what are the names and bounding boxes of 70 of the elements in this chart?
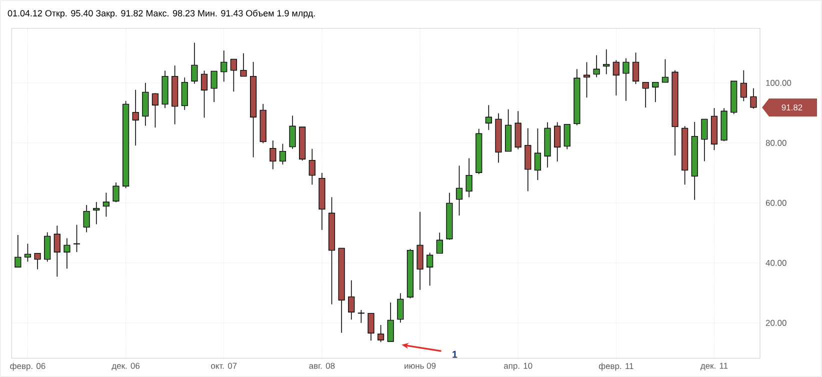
candlestick [181, 77, 188, 110]
candlestick [289, 115, 296, 150]
x-tick-label: окт. 07 [211, 362, 237, 369]
candlestick [132, 89, 139, 146]
candlestick [200, 70, 208, 118]
candlestick [14, 234, 22, 268]
text: 91.82 [782, 104, 802, 110]
candlestick [73, 224, 80, 252]
candlestick [436, 232, 443, 254]
candlestick [426, 252, 434, 286]
candlestick [662, 58, 668, 83]
candlestick [368, 312, 374, 341]
candlestick [102, 192, 110, 218]
candlestick [93, 202, 100, 225]
y-tick-label: 100.00 [766, 80, 792, 86]
candlestick [142, 82, 149, 126]
candlestick [210, 70, 218, 102]
candlestick [270, 140, 276, 170]
candlestick [554, 122, 561, 162]
candlestick [240, 52, 247, 77]
y-tick-label: 80.00 [766, 140, 786, 146]
x-tick-label: июнь 09 [404, 362, 436, 369]
candlestick [378, 324, 384, 342]
x-tick-label: февр. 11 [598, 362, 634, 371]
y-tick-label: 20.00 [766, 320, 786, 326]
candlestick [24, 243, 32, 262]
candlestick [514, 110, 522, 150]
candlestick [416, 212, 424, 290]
candlestick [279, 143, 286, 165]
candlestick [632, 52, 640, 84]
candlestick [612, 60, 620, 96]
candlestick [564, 124, 570, 150]
candlestick [83, 204, 90, 233]
candlestick [191, 42, 198, 84]
x-tick-label: дек. 11 [700, 362, 728, 370]
candlestick [44, 232, 51, 262]
x-tick-label: апр. 10 [504, 362, 532, 370]
candlestick [750, 88, 757, 110]
candlestick [456, 165, 463, 216]
x-tick-label: февр. 06 [10, 362, 46, 371]
candlestick [622, 58, 630, 102]
candlestick [583, 62, 590, 98]
candlestick [642, 82, 649, 108]
candlestick [534, 128, 541, 180]
candlestick [348, 280, 355, 320]
candlestick [740, 70, 747, 102]
candlestick [34, 252, 41, 270]
candlestick [64, 238, 70, 269]
candlestick [652, 82, 659, 102]
x-tick-label: дек. 06 [112, 362, 140, 370]
candlestick [397, 292, 404, 323]
candlestick [112, 182, 120, 203]
candlestick [308, 148, 316, 185]
y-tick-label: 40.00 [766, 260, 786, 266]
candlestick [466, 158, 472, 198]
candlestick [593, 54, 600, 78]
x-tick-label: авг. 08 [309, 362, 335, 369]
candlestick [524, 128, 532, 192]
candlestick [701, 118, 708, 162]
candlestick [230, 58, 237, 92]
candlestick [485, 104, 492, 130]
y-tick-label: 60.00 [766, 200, 786, 206]
candlestick [220, 50, 228, 82]
candlestick [358, 310, 364, 324]
candlestick [387, 302, 394, 342]
chart-title: 01.04.12 Откр. 95.40 Закр. 91.82 Макс. 98.23 Мин. 91.43 Объем 1.9 млрд. [8, 10, 315, 18]
candlestick [603, 48, 610, 75]
candlestick [152, 92, 159, 128]
annotation: 1 [452, 350, 458, 358]
candlestick [54, 225, 60, 278]
